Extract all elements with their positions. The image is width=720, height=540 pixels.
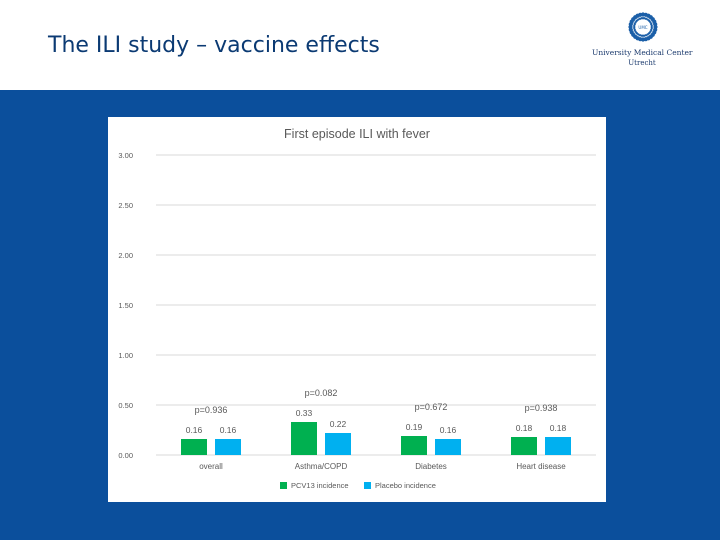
y-tick-label: 1.00 xyxy=(118,351,133,360)
bar-placebo xyxy=(435,439,461,455)
chart-card: First episode ILI with fever 0.00 0.50 1.0… xyxy=(108,117,606,502)
data-label: 0.19 xyxy=(406,422,423,432)
slide-header: The ILI study – vaccine effects UMC Univ… xyxy=(0,0,720,90)
y-tick-label: 2.50 xyxy=(118,201,133,210)
x-tick-label: overall xyxy=(199,462,223,471)
data-label: 0.16 xyxy=(440,425,457,435)
p-value-annotation: p=0.082 xyxy=(305,388,338,398)
bar-placebo xyxy=(215,439,241,455)
x-tick-label: Diabetes xyxy=(415,462,447,471)
y-tick-label: 0.50 xyxy=(118,401,133,410)
bar-pcv13 xyxy=(511,437,537,455)
bar-placebo xyxy=(325,433,351,455)
y-tick-label: 2.00 xyxy=(118,251,133,260)
data-label: 0.16 xyxy=(186,425,203,435)
logo-name: University Medical Center xyxy=(592,48,693,57)
bar-chart: First episode ILI with fever 0.00 0.50 1.0… xyxy=(118,127,596,490)
p-value-annotation: p=0.672 xyxy=(415,402,448,412)
logo-mark-text: UMC xyxy=(638,25,647,30)
data-label: 0.33 xyxy=(296,408,313,418)
data-label: 0.18 xyxy=(516,423,533,433)
y-tick-label: 0.00 xyxy=(118,451,133,460)
bar-pcv13 xyxy=(181,439,207,455)
legend-label: Placebo incidence xyxy=(375,481,436,490)
slide-title: The ILI study – vaccine effects xyxy=(48,33,380,58)
p-value-annotation: p=0.938 xyxy=(525,403,558,413)
x-tick-label: Asthma/COPD xyxy=(295,462,348,471)
y-tick-label: 3.00 xyxy=(118,151,133,160)
legend-swatch xyxy=(364,482,371,489)
data-label: 0.22 xyxy=(330,419,347,429)
bar-pcv13 xyxy=(401,436,427,455)
legend-swatch xyxy=(280,482,287,489)
legend-label: PCV13 incidence xyxy=(291,481,349,490)
logo-city: Utrecht xyxy=(628,59,656,67)
bar-placebo xyxy=(545,437,571,455)
sunburst-logo-icon: UMC xyxy=(628,12,658,42)
bar-pcv13 xyxy=(291,422,317,455)
chart-title: First episode ILI with fever xyxy=(284,127,430,141)
data-label: 0.16 xyxy=(220,425,237,435)
p-value-annotation: p=0.936 xyxy=(195,405,228,415)
umc-logo: UMC University Medical Center Utrecht xyxy=(592,10,693,70)
y-tick-label: 1.50 xyxy=(118,301,133,310)
data-label: 0.18 xyxy=(550,423,567,433)
x-tick-label: Heart disease xyxy=(516,462,566,471)
